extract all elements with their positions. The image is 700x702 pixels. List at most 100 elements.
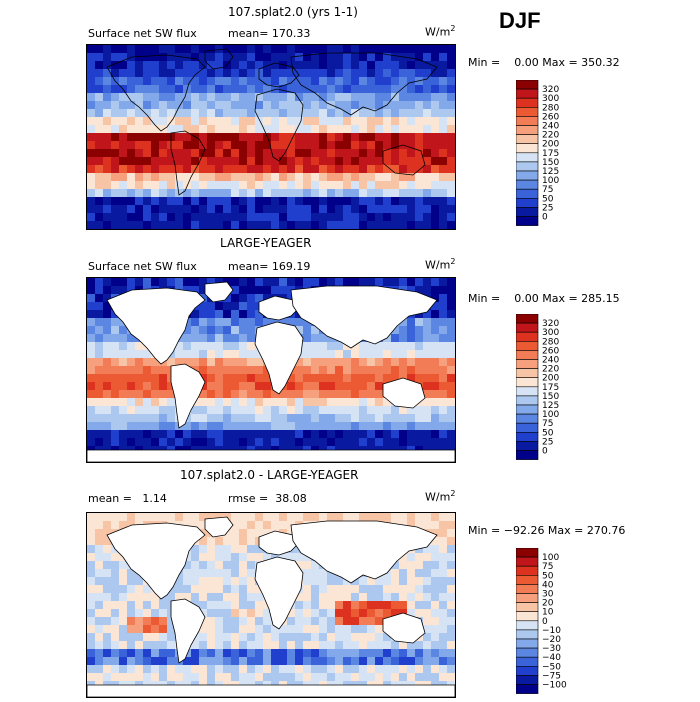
heatmap-cell <box>135 117 144 126</box>
heatmap-cell <box>263 665 272 674</box>
heatmap-cell <box>415 197 424 206</box>
heatmap-cell <box>127 61 136 70</box>
heatmap-cell <box>255 350 264 359</box>
heatmap-cell <box>399 213 408 222</box>
heatmap-cell <box>415 422 424 431</box>
heatmap-cell <box>263 553 272 562</box>
heatmap-cell <box>327 390 336 399</box>
heatmap-cell <box>111 85 120 94</box>
heatmap-cell <box>199 358 208 367</box>
heatmap-cell <box>191 406 200 415</box>
heatmap-cell <box>279 85 288 94</box>
heatmap-cell <box>303 422 312 431</box>
heatmap-cell <box>127 85 136 94</box>
heatmap-cell <box>87 350 96 359</box>
heatmap-cell <box>231 649 240 658</box>
heatmap-cell <box>191 125 200 134</box>
heatmap-cell <box>207 101 216 110</box>
heatmap-cell <box>335 633 344 642</box>
heatmap-cell <box>255 366 264 375</box>
heatmap-cell <box>119 593 128 602</box>
heatmap-cell <box>151 422 160 431</box>
heatmap-cell <box>111 673 120 682</box>
heatmap-cell <box>327 342 336 351</box>
heatmap-cell <box>135 382 144 391</box>
heatmap-cell <box>103 673 112 682</box>
heatmap-cell <box>303 657 312 666</box>
heatmap-cell <box>375 649 384 658</box>
heatmap-cell <box>255 109 264 118</box>
heatmap-cell <box>231 438 240 447</box>
heatmap-cell <box>367 617 376 626</box>
heatmap-cell <box>343 657 352 666</box>
heatmap-cell <box>207 302 216 311</box>
heatmap-cell <box>223 61 232 70</box>
heatmap-cell <box>119 398 128 407</box>
heatmap-cell <box>375 213 384 222</box>
heatmap-cell <box>311 165 320 174</box>
heatmap-cell <box>295 181 304 190</box>
heatmap-cell <box>135 649 144 658</box>
heatmap-cell <box>223 302 232 311</box>
heatmap-cell <box>111 213 120 222</box>
heatmap-cell <box>191 585 200 594</box>
heatmap-cell <box>399 125 408 134</box>
heatmap-cell <box>207 430 216 439</box>
heatmap-cell <box>215 641 224 650</box>
heatmap-cell <box>431 286 440 295</box>
heatmap-cell <box>231 406 240 415</box>
heatmap-cell <box>199 310 208 319</box>
heatmap-cell <box>383 221 392 229</box>
heatmap-cell <box>447 125 455 134</box>
heatmap-cell <box>255 173 264 182</box>
heatmap-cell <box>439 133 448 142</box>
heatmap-cell <box>239 53 248 62</box>
heatmap-cell <box>351 414 360 423</box>
heatmap-cell <box>431 334 440 343</box>
heatmap-cell <box>415 318 424 327</box>
heatmap-cell <box>239 189 248 198</box>
heatmap-cell <box>439 165 448 174</box>
heatmap-cell <box>439 278 448 287</box>
heatmap-cell <box>247 577 256 586</box>
heatmap-cell <box>191 326 200 335</box>
heatmap-cell <box>319 77 328 86</box>
heatmap-cell <box>359 422 368 431</box>
colorbar-tick-label: −40 <box>542 653 561 663</box>
heatmap-cell <box>447 342 455 351</box>
heatmap-cell <box>295 513 304 522</box>
heatmap-cell <box>135 390 144 399</box>
heatmap-cell <box>431 117 440 126</box>
heatmap-cell <box>103 438 112 447</box>
heatmap-cell <box>239 673 248 682</box>
heatmap-cell <box>367 593 376 602</box>
heatmap-cell <box>135 625 144 634</box>
heatmap-cell <box>111 625 120 634</box>
heatmap-cell <box>415 53 424 62</box>
heatmap-cell <box>359 625 368 634</box>
heatmap-cell <box>127 593 136 602</box>
heatmap-cell <box>159 374 168 383</box>
heatmap-cell <box>311 390 320 399</box>
heatmap-cell <box>247 77 256 86</box>
heatmap-cell <box>175 141 184 150</box>
heatmap-cell <box>375 585 384 594</box>
heatmap-cell <box>175 197 184 206</box>
heatmap-cell <box>423 521 432 530</box>
heatmap-cell <box>231 53 240 62</box>
heatmap-cell <box>343 165 352 174</box>
heatmap-cell <box>87 649 96 658</box>
heatmap-cell <box>215 93 224 102</box>
heatmap-cell <box>263 318 272 327</box>
heatmap-cell <box>439 334 448 343</box>
heatmap-cell <box>135 422 144 431</box>
heatmap-cell <box>423 53 432 62</box>
heatmap-cell <box>343 149 352 158</box>
heatmap-cell <box>239 438 248 447</box>
heatmap-cell <box>311 609 320 618</box>
heatmap-cell <box>423 601 432 610</box>
heatmap-cell <box>127 213 136 222</box>
heatmap-cell <box>383 366 392 375</box>
heatmap-cell <box>431 133 440 142</box>
heatmap-cell <box>87 173 96 182</box>
